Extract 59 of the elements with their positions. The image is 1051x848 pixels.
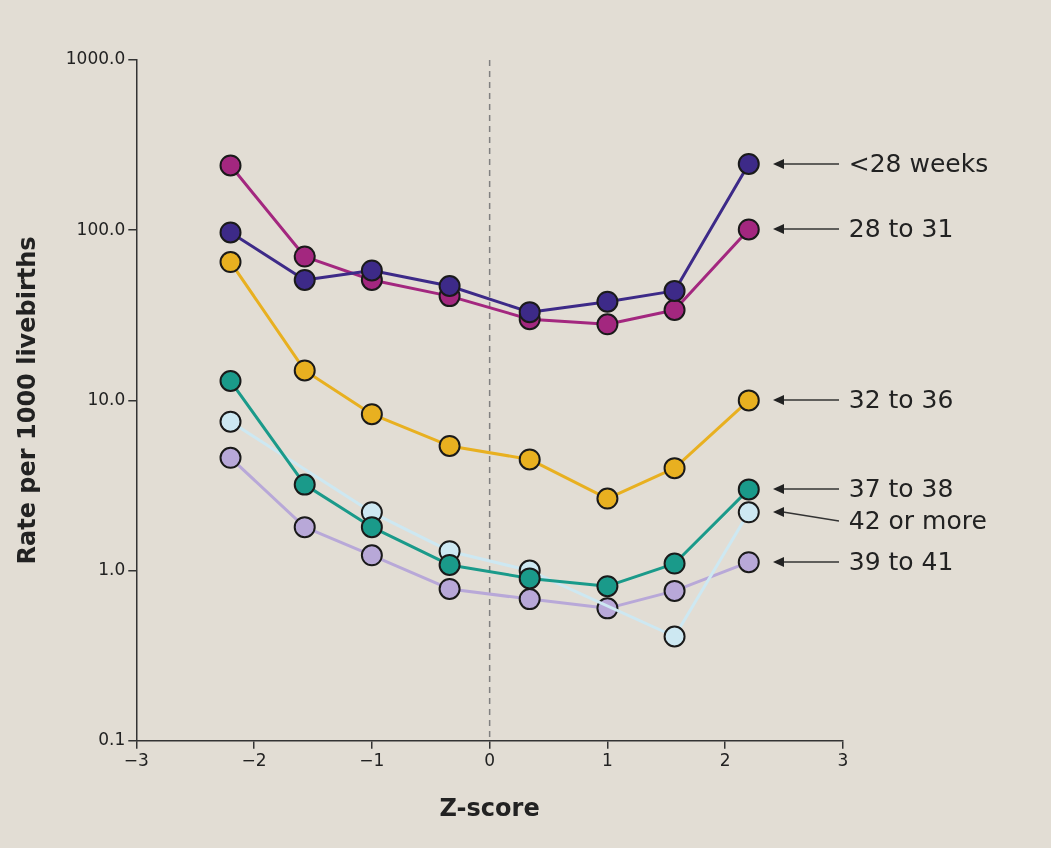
point <box>737 218 760 241</box>
point <box>438 275 461 298</box>
point <box>219 154 242 177</box>
point <box>438 577 461 600</box>
point <box>518 301 541 324</box>
point <box>663 298 686 321</box>
point <box>518 588 541 611</box>
point <box>293 245 316 268</box>
point <box>737 551 760 574</box>
point <box>596 487 619 510</box>
point <box>518 448 541 471</box>
point <box>596 313 619 336</box>
point <box>737 389 760 412</box>
text: 37 to 38 <box>848 474 954 505</box>
x-tick-label: −1 <box>359 750 385 771</box>
point <box>219 370 242 393</box>
point <box>596 290 619 313</box>
text: 39 to 41 <box>848 547 954 578</box>
point <box>438 553 461 576</box>
point <box>438 434 461 457</box>
point <box>663 552 686 575</box>
point <box>293 268 316 291</box>
x-axis-title: Z-score <box>439 793 540 822</box>
point <box>219 446 242 469</box>
point <box>219 221 242 244</box>
y-tick-label: 0.1 <box>98 729 126 750</box>
point <box>360 544 383 567</box>
y-tick-label: 10.0 <box>87 388 126 409</box>
x-tick-label: 1 <box>602 750 613 771</box>
text: <28 weeks <box>848 148 989 179</box>
point <box>360 259 383 282</box>
y-axis-title: Rate per 1000 livebirths <box>12 236 41 565</box>
point <box>663 625 686 648</box>
point <box>219 251 242 274</box>
point <box>596 575 619 598</box>
point <box>293 516 316 539</box>
point <box>663 579 686 602</box>
point <box>360 516 383 539</box>
y-tick-label: 100.0 <box>76 218 126 239</box>
point <box>360 403 383 426</box>
x-tick-label: 0 <box>484 750 496 771</box>
point <box>663 457 686 480</box>
point <box>219 410 242 433</box>
point <box>737 152 760 175</box>
point <box>737 478 760 501</box>
x-tick-label: 3 <box>837 750 849 771</box>
point <box>293 473 316 496</box>
y-tick-label: 1000.0 <box>65 48 126 69</box>
point <box>663 279 686 302</box>
y-tick-label: 1.0 <box>98 559 126 580</box>
point <box>518 567 541 590</box>
point <box>737 501 760 524</box>
text: 28 to 31 <box>848 214 954 245</box>
text: 32 to 36 <box>848 385 954 416</box>
x-tick-label: 2 <box>719 750 731 771</box>
text: 42 or more <box>848 506 987 537</box>
x-tick-label: −3 <box>123 750 149 771</box>
x-tick-label: −2 <box>241 750 267 771</box>
point <box>293 359 316 382</box>
